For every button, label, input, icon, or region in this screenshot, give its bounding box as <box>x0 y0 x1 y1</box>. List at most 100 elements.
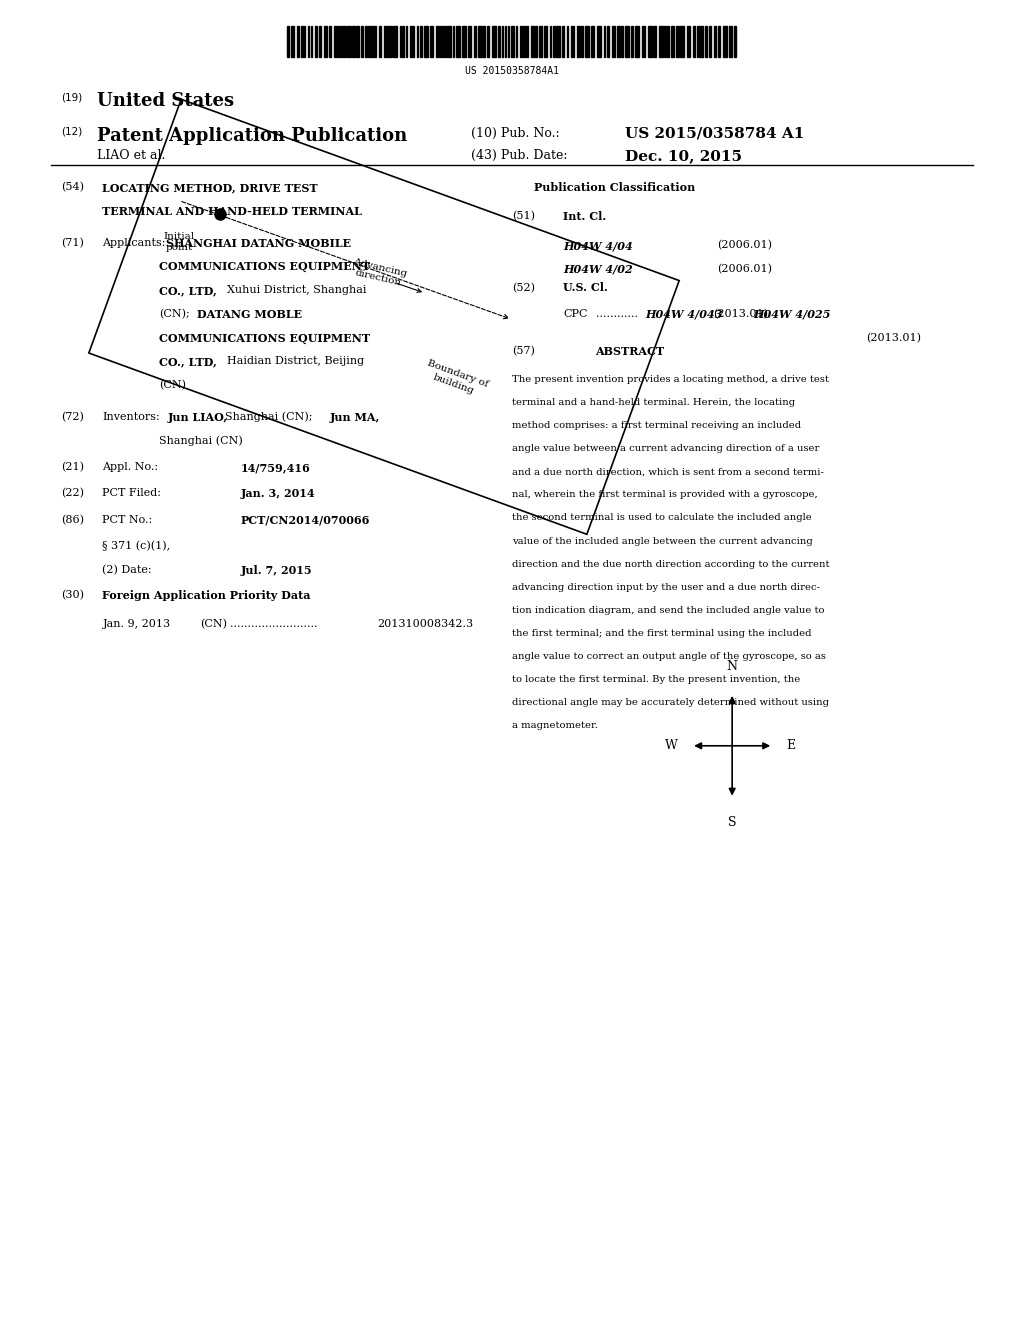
Text: H04W 4/043: H04W 4/043 <box>645 309 723 319</box>
Text: (71): (71) <box>61 238 84 248</box>
Bar <box>393 26 397 57</box>
Text: E: E <box>786 739 796 752</box>
Text: 14/759,416: 14/759,416 <box>241 462 310 473</box>
Text: § 371 (c)(1),: § 371 (c)(1), <box>102 541 171 552</box>
Text: Jun LIAO,: Jun LIAO, <box>168 412 228 422</box>
Text: the second terminal is used to calculate the included angle: the second terminal is used to calculate… <box>512 513 812 523</box>
Text: (52): (52) <box>512 282 535 293</box>
Bar <box>388 26 392 57</box>
Text: (2006.01): (2006.01) <box>717 240 772 251</box>
Bar <box>424 26 428 57</box>
Text: Appl. No.:: Appl. No.: <box>102 462 159 473</box>
Text: Boundary of
building: Boundary of building <box>422 359 489 399</box>
Text: (57): (57) <box>512 346 535 356</box>
Bar <box>556 26 559 57</box>
Text: PCT No.:: PCT No.: <box>102 515 153 525</box>
Bar <box>453 26 455 57</box>
Bar <box>356 26 358 57</box>
Text: (12): (12) <box>61 127 83 137</box>
Bar <box>298 26 299 57</box>
Bar <box>301 26 303 57</box>
Text: (22): (22) <box>61 488 84 499</box>
Bar <box>492 26 496 57</box>
Bar <box>373 26 377 57</box>
Text: S: S <box>728 816 736 829</box>
Text: Applicants:: Applicants: <box>102 238 166 248</box>
Bar <box>718 26 720 57</box>
Bar <box>591 26 594 57</box>
Text: US 2015/0358784 A1: US 2015/0358784 A1 <box>625 127 804 141</box>
Bar <box>346 26 347 57</box>
Bar <box>734 26 735 57</box>
Text: direction and the due north direction according to the current: direction and the due north direction ac… <box>512 560 829 569</box>
Text: (2013.01);: (2013.01); <box>713 309 771 319</box>
Text: .........................: ......................... <box>230 619 317 630</box>
Bar <box>523 26 525 57</box>
Bar <box>457 26 460 57</box>
Text: 201310008342.3: 201310008342.3 <box>377 619 473 630</box>
Bar <box>486 26 489 57</box>
Bar <box>462 26 466 57</box>
Bar <box>352 26 354 57</box>
Text: Shanghai (CN): Shanghai (CN) <box>159 436 243 446</box>
Text: LIAO et al.: LIAO et al. <box>97 149 166 162</box>
Bar <box>622 26 623 57</box>
Bar <box>315 26 317 57</box>
Text: DATANG MOBLE: DATANG MOBLE <box>197 309 302 319</box>
Bar <box>516 26 517 57</box>
Bar <box>402 26 403 57</box>
Text: CPC: CPC <box>563 309 588 319</box>
Text: ABSTRACT: ABSTRACT <box>595 346 665 356</box>
Text: Haidian District, Beijing: Haidian District, Beijing <box>227 356 365 367</box>
Bar <box>310 26 312 57</box>
Bar <box>338 26 340 57</box>
Bar <box>468 26 471 57</box>
Text: directional angle may be accurately determined without using: directional angle may be accurately dete… <box>512 698 829 708</box>
Bar <box>498 26 500 57</box>
Text: (30): (30) <box>61 590 84 601</box>
Text: COMMUNICATIONS EQUIPMENT: COMMUNICATIONS EQUIPMENT <box>159 333 370 343</box>
Text: (10) Pub. No.:: (10) Pub. No.: <box>471 127 560 140</box>
Text: ............: ............ <box>596 309 638 319</box>
Bar <box>291 26 295 57</box>
Text: to locate the first terminal. By the present invention, the: to locate the first terminal. By the pre… <box>512 676 800 684</box>
Text: US 20150358784A1: US 20150358784A1 <box>465 66 559 77</box>
Bar <box>505 26 506 57</box>
Bar <box>368 26 371 57</box>
Text: (CN): (CN) <box>200 619 226 630</box>
Text: Patent Application Publication: Patent Application Publication <box>97 127 408 145</box>
Text: W: W <box>665 739 678 752</box>
Text: the first terminal; and the first terminal using the included: the first terminal; and the first termin… <box>512 630 811 638</box>
Text: PCT/CN2014/070066: PCT/CN2014/070066 <box>241 515 370 525</box>
Text: value of the included angle between the current advancing: value of the included angle between the … <box>512 537 813 545</box>
Bar <box>531 26 534 57</box>
Bar <box>435 26 438 57</box>
Text: Inventors:: Inventors: <box>102 412 160 422</box>
Bar <box>729 26 731 57</box>
Text: (CN): (CN) <box>159 380 185 391</box>
Bar <box>544 26 547 57</box>
Text: (19): (19) <box>61 92 83 103</box>
Bar <box>329 26 332 57</box>
Text: Shanghai (CN);: Shanghai (CN); <box>225 412 312 422</box>
Bar <box>539 26 542 57</box>
Text: COMMUNICATIONS EQUIPMENT: COMMUNICATIONS EQUIPMENT <box>159 261 370 272</box>
Bar <box>677 26 679 57</box>
Bar <box>625 26 629 57</box>
Text: nal, wherein the first terminal is provided with a gyroscope,: nal, wherein the first terminal is provi… <box>512 491 818 499</box>
Bar <box>341 26 344 57</box>
Text: angle value between a current advancing direction of a user: angle value between a current advancing … <box>512 444 819 453</box>
Bar <box>648 26 651 57</box>
Bar <box>562 26 564 57</box>
Bar <box>581 26 584 57</box>
Text: H04W 4/02: H04W 4/02 <box>563 264 633 275</box>
Bar <box>399 26 401 57</box>
Bar <box>287 26 289 57</box>
Bar <box>430 26 433 57</box>
Text: Jan. 9, 2013: Jan. 9, 2013 <box>102 619 171 630</box>
Text: Dec. 10, 2015: Dec. 10, 2015 <box>625 149 741 164</box>
Bar <box>440 26 442 57</box>
Text: (86): (86) <box>61 515 84 525</box>
Text: Jan. 3, 2014: Jan. 3, 2014 <box>241 488 315 499</box>
Text: terminal and a hand-held terminal. Herein, the locating: terminal and a hand-held terminal. Herei… <box>512 399 795 407</box>
